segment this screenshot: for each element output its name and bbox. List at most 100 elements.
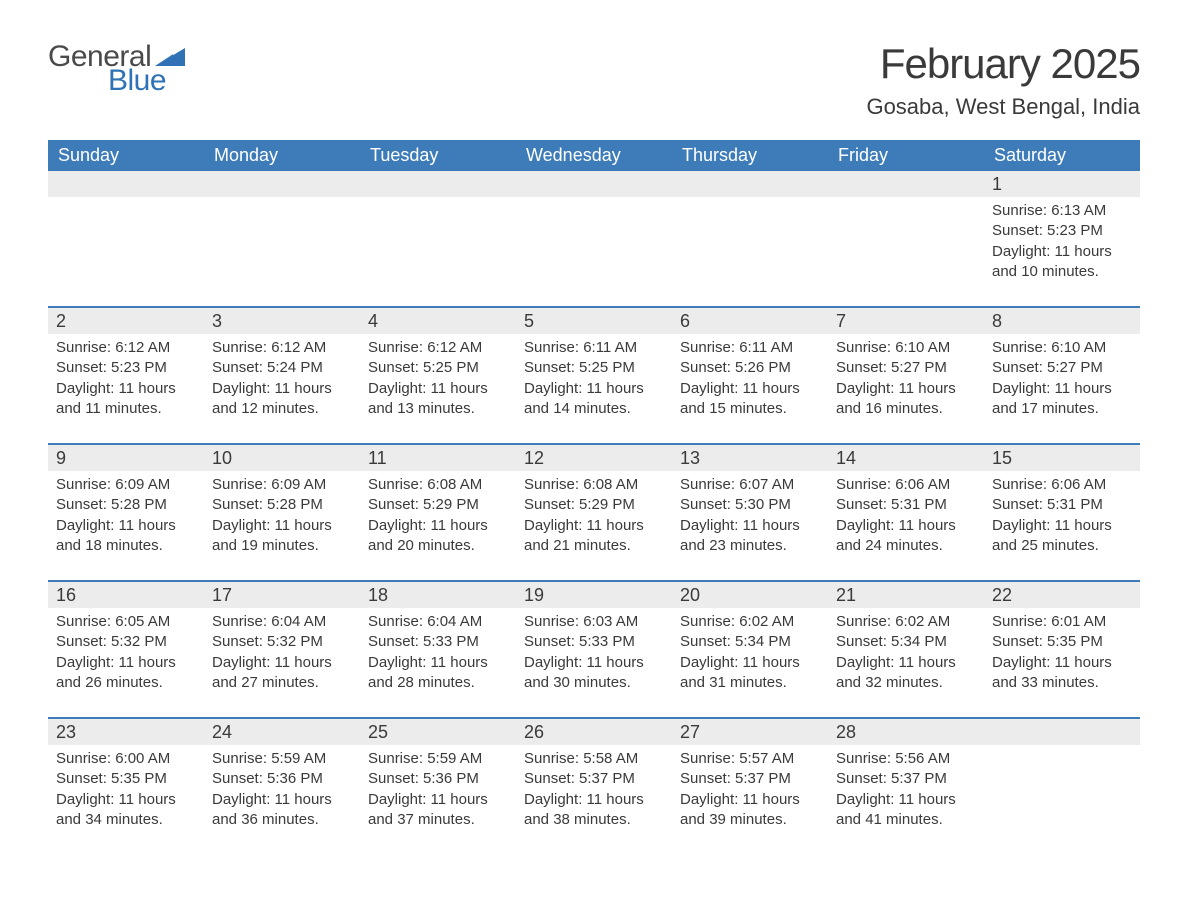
calendar-day-cell: 12Sunrise: 6:08 AMSunset: 5:29 PMDayligh… <box>516 443 672 580</box>
day-number: 8 <box>984 306 1140 334</box>
day-details: Sunrise: 6:06 AMSunset: 5:31 PMDaylight:… <box>828 471 984 580</box>
weekday-header: Friday <box>828 140 984 171</box>
brand-logo: General Blue <box>48 40 185 98</box>
sunrise-text: Sunrise: 6:11 AM <box>680 338 820 358</box>
day-details: Sunrise: 6:09 AMSunset: 5:28 PMDaylight:… <box>204 471 360 580</box>
weekday-header: Tuesday <box>360 140 516 171</box>
calendar-day-cell: 16Sunrise: 6:05 AMSunset: 5:32 PMDayligh… <box>48 580 204 717</box>
daylight-text: Daylight: 11 hours and 33 minutes. <box>992 653 1132 694</box>
calendar-day-cell: 7Sunrise: 6:10 AMSunset: 5:27 PMDaylight… <box>828 306 984 443</box>
calendar-day-cell: 22Sunrise: 6:01 AMSunset: 5:35 PMDayligh… <box>984 580 1140 717</box>
daylight-text: Daylight: 11 hours and 36 minutes. <box>212 790 352 831</box>
weekday-header: Monday <box>204 140 360 171</box>
day-details <box>672 197 828 245</box>
sunrise-text: Sunrise: 6:13 AM <box>992 201 1132 221</box>
daylight-text: Daylight: 11 hours and 23 minutes. <box>680 516 820 557</box>
day-details: Sunrise: 6:09 AMSunset: 5:28 PMDaylight:… <box>48 471 204 580</box>
day-number: 25 <box>360 717 516 745</box>
calendar-day-cell: 14Sunrise: 6:06 AMSunset: 5:31 PMDayligh… <box>828 443 984 580</box>
calendar-day-cell: 6Sunrise: 6:11 AMSunset: 5:26 PMDaylight… <box>672 306 828 443</box>
sunrise-text: Sunrise: 6:06 AM <box>992 475 1132 495</box>
daylight-text: Daylight: 11 hours and 26 minutes. <box>56 653 196 694</box>
day-number: 1 <box>984 171 1140 197</box>
day-number: 2 <box>48 306 204 334</box>
sunset-text: Sunset: 5:23 PM <box>56 358 196 378</box>
calendar-day-cell: 15Sunrise: 6:06 AMSunset: 5:31 PMDayligh… <box>984 443 1140 580</box>
calendar-day-cell: 9Sunrise: 6:09 AMSunset: 5:28 PMDaylight… <box>48 443 204 580</box>
weekday-header: Thursday <box>672 140 828 171</box>
day-details: Sunrise: 5:58 AMSunset: 5:37 PMDaylight:… <box>516 745 672 854</box>
daylight-text: Daylight: 11 hours and 32 minutes. <box>836 653 976 694</box>
day-details: Sunrise: 6:13 AMSunset: 5:23 PMDaylight:… <box>984 197 1140 306</box>
calendar-day-cell: 25Sunrise: 5:59 AMSunset: 5:36 PMDayligh… <box>360 717 516 854</box>
daylight-text: Daylight: 11 hours and 30 minutes. <box>524 653 664 694</box>
sunset-text: Sunset: 5:37 PM <box>680 769 820 789</box>
calendar-day-cell: 8Sunrise: 6:10 AMSunset: 5:27 PMDaylight… <box>984 306 1140 443</box>
sunrise-text: Sunrise: 6:09 AM <box>212 475 352 495</box>
calendar-week-row: 16Sunrise: 6:05 AMSunset: 5:32 PMDayligh… <box>48 580 1140 717</box>
calendar-day-cell: 27Sunrise: 5:57 AMSunset: 5:37 PMDayligh… <box>672 717 828 854</box>
title-block: February 2025 Gosaba, West Bengal, India <box>866 40 1140 128</box>
sunset-text: Sunset: 5:36 PM <box>212 769 352 789</box>
calendar-day-cell: 18Sunrise: 6:04 AMSunset: 5:33 PMDayligh… <box>360 580 516 717</box>
day-details: Sunrise: 6:02 AMSunset: 5:34 PMDaylight:… <box>672 608 828 717</box>
daylight-text: Daylight: 11 hours and 41 minutes. <box>836 790 976 831</box>
daylight-text: Daylight: 11 hours and 20 minutes. <box>368 516 508 557</box>
daylight-text: Daylight: 11 hours and 37 minutes. <box>368 790 508 831</box>
sunset-text: Sunset: 5:34 PM <box>680 632 820 652</box>
calendar-day-cell <box>204 171 360 306</box>
calendar-day-cell: 1Sunrise: 6:13 AMSunset: 5:23 PMDaylight… <box>984 171 1140 306</box>
daylight-text: Daylight: 11 hours and 11 minutes. <box>56 379 196 420</box>
sunrise-text: Sunrise: 6:02 AM <box>836 612 976 632</box>
weekday-header-row: SundayMondayTuesdayWednesdayThursdayFrid… <box>48 140 1140 171</box>
sunrise-text: Sunrise: 6:01 AM <box>992 612 1132 632</box>
sunrise-text: Sunrise: 6:10 AM <box>836 338 976 358</box>
day-number: 7 <box>828 306 984 334</box>
calendar-day-cell: 10Sunrise: 6:09 AMSunset: 5:28 PMDayligh… <box>204 443 360 580</box>
day-number: 28 <box>828 717 984 745</box>
sunset-text: Sunset: 5:26 PM <box>680 358 820 378</box>
daylight-text: Daylight: 11 hours and 34 minutes. <box>56 790 196 831</box>
day-number <box>984 717 1140 745</box>
day-number: 4 <box>360 306 516 334</box>
sunrise-text: Sunrise: 5:57 AM <box>680 749 820 769</box>
sunrise-text: Sunrise: 6:09 AM <box>56 475 196 495</box>
day-details <box>984 745 1140 793</box>
day-number <box>360 171 516 197</box>
day-number <box>204 171 360 197</box>
sunrise-text: Sunrise: 5:59 AM <box>212 749 352 769</box>
sunrise-text: Sunrise: 6:04 AM <box>368 612 508 632</box>
calendar-day-cell <box>360 171 516 306</box>
sunrise-text: Sunrise: 6:11 AM <box>524 338 664 358</box>
daylight-text: Daylight: 11 hours and 25 minutes. <box>992 516 1132 557</box>
sunrise-text: Sunrise: 5:59 AM <box>368 749 508 769</box>
day-details: Sunrise: 6:12 AMSunset: 5:24 PMDaylight:… <box>204 334 360 443</box>
day-details <box>204 197 360 245</box>
sunset-text: Sunset: 5:30 PM <box>680 495 820 515</box>
calendar-day-cell: 3Sunrise: 6:12 AMSunset: 5:24 PMDaylight… <box>204 306 360 443</box>
sunset-text: Sunset: 5:25 PM <box>524 358 664 378</box>
day-details: Sunrise: 6:08 AMSunset: 5:29 PMDaylight:… <box>516 471 672 580</box>
sunset-text: Sunset: 5:31 PM <box>992 495 1132 515</box>
day-details: Sunrise: 6:11 AMSunset: 5:26 PMDaylight:… <box>672 334 828 443</box>
daylight-text: Daylight: 11 hours and 31 minutes. <box>680 653 820 694</box>
day-number: 13 <box>672 443 828 471</box>
weekday-header: Wednesday <box>516 140 672 171</box>
sunset-text: Sunset: 5:32 PM <box>56 632 196 652</box>
calendar-week-row: 9Sunrise: 6:09 AMSunset: 5:28 PMDaylight… <box>48 443 1140 580</box>
calendar-day-cell: 26Sunrise: 5:58 AMSunset: 5:37 PMDayligh… <box>516 717 672 854</box>
day-details: Sunrise: 6:01 AMSunset: 5:35 PMDaylight:… <box>984 608 1140 717</box>
sunset-text: Sunset: 5:29 PM <box>524 495 664 515</box>
daylight-text: Daylight: 11 hours and 18 minutes. <box>56 516 196 557</box>
sunset-text: Sunset: 5:28 PM <box>56 495 196 515</box>
sunset-text: Sunset: 5:35 PM <box>992 632 1132 652</box>
day-number <box>48 171 204 197</box>
day-details: Sunrise: 6:12 AMSunset: 5:25 PMDaylight:… <box>360 334 516 443</box>
day-number: 6 <box>672 306 828 334</box>
day-number: 23 <box>48 717 204 745</box>
day-details: Sunrise: 6:06 AMSunset: 5:31 PMDaylight:… <box>984 471 1140 580</box>
daylight-text: Daylight: 11 hours and 17 minutes. <box>992 379 1132 420</box>
daylight-text: Daylight: 11 hours and 27 minutes. <box>212 653 352 694</box>
day-number: 3 <box>204 306 360 334</box>
brand-text-blue: Blue <box>108 64 166 98</box>
